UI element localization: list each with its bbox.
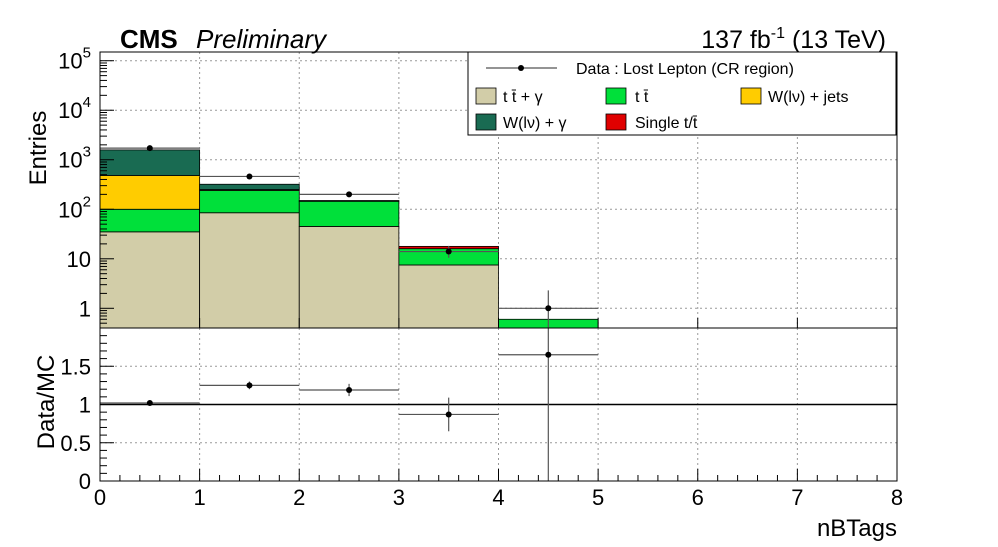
- ratio-tick-label: 1: [79, 393, 91, 418]
- ratio-point: [346, 386, 353, 393]
- legend-data-marker: [518, 65, 524, 71]
- data-point: [445, 248, 452, 255]
- legend-singletop-label: Single t/t̄: [635, 115, 698, 132]
- x-tick-label: 6: [692, 485, 704, 510]
- legend: Data : Lost Lepton (CR region) t t̄ + γ …: [467, 51, 897, 136]
- ratio-axis-title: Data/MC: [33, 355, 60, 450]
- entries-tick-exponent: 4: [83, 94, 91, 111]
- lumi-exponent: -1: [771, 25, 785, 42]
- legend-ttbar-swatch: [605, 87, 627, 105]
- stack-bar-ttgamma: [99, 231, 201, 329]
- legend-ttgamma-label: t t̄ + γ: [503, 89, 543, 106]
- ratio-point: [545, 351, 552, 358]
- legend-singletop-swatch: [605, 113, 627, 131]
- ratio-y-axis: 0 0.5 1 1.5: [60, 335, 114, 494]
- legend-ttbar-label: t t̄: [635, 89, 649, 106]
- luminosity-label: 137 fb-1 (13 TeV): [701, 25, 886, 54]
- status-label: Preliminary: [196, 24, 328, 54]
- entries-tick-base: 10: [58, 98, 82, 123]
- x-tick-label: 4: [492, 485, 504, 510]
- stack-bar-ttgamma: [298, 226, 400, 329]
- x-tick-label: 3: [393, 485, 405, 510]
- data-point: [246, 173, 253, 180]
- ratio-tick-label: 1.5: [60, 354, 91, 379]
- lumi-energy: (13 TeV): [792, 26, 886, 54]
- entries-tick-exponent: 2: [83, 193, 91, 210]
- stack-bar-wjets: [99, 175, 201, 210]
- entries-tick-base: 10: [58, 197, 82, 222]
- entries-tick-base: 10: [67, 247, 91, 272]
- stack-bar-ttbar: [298, 200, 400, 227]
- legend-wjets-label: W(lν) + jets: [768, 89, 848, 106]
- ratio-panel: 0 0.5 1 1.5 Data/MC: [33, 327, 898, 494]
- x-tick-label: 7: [791, 485, 803, 510]
- ratio-tick-label: 0: [79, 469, 91, 494]
- legend-wjets-swatch: [740, 87, 762, 105]
- x-axis-title: nBTags: [817, 515, 897, 542]
- entries-axis-title: Entries: [25, 111, 52, 186]
- x-tick-label: 1: [194, 485, 206, 510]
- stack-bar-wgamma: [99, 149, 201, 176]
- lumi-value: 137 fb: [701, 26, 771, 54]
- legend-wgamma-swatch: [475, 113, 497, 131]
- entries-tick-label: 104: [58, 94, 91, 123]
- x-tick-label: 5: [592, 485, 604, 510]
- data-point: [545, 305, 552, 312]
- legend-box: [467, 51, 897, 136]
- entries-tick-exponent: 3: [83, 144, 91, 161]
- legend-ttgamma-swatch: [475, 87, 497, 105]
- ratio-points: [100, 328, 599, 481]
- ratio-point: [146, 399, 153, 406]
- entries-tick-label: 105: [58, 45, 91, 74]
- nbtags-x-axis: 0 1 2 3 4 5 6 7 8: [94, 318, 903, 510]
- entries-tick-label: 102: [58, 193, 91, 222]
- stack-bar-ttgamma: [398, 264, 499, 329]
- legend-wgamma-label: W(lν) + γ: [503, 115, 567, 132]
- stack-bar-ttbar: [99, 208, 201, 233]
- ratio-point: [445, 411, 452, 418]
- entries-tick-label: 10: [67, 247, 91, 272]
- stack-bar-ttgamma: [199, 212, 300, 329]
- stack-bar-wgamma: [199, 183, 300, 190]
- data-points: [100, 145, 599, 328]
- ratio-tick-label: 0.5: [60, 431, 91, 456]
- entries-tick-base: 1: [79, 296, 91, 321]
- ratio-point: [246, 382, 253, 389]
- experiment-label: CMS: [120, 24, 178, 54]
- x-tick-label: 8: [891, 485, 903, 510]
- x-tick-label: 0: [94, 485, 106, 510]
- x-tick-label: 2: [293, 485, 305, 510]
- stack-bar-ttbar: [199, 190, 300, 214]
- stacked-histogram: [99, 149, 599, 329]
- legend-data-label: Data : Lost Lepton (CR region): [576, 61, 794, 78]
- lumi-energy-spacer: [785, 26, 792, 54]
- entries-tick-base: 10: [58, 49, 82, 74]
- entries-tick-exponent: 5: [83, 45, 91, 62]
- entries-tick-label: 103: [58, 144, 91, 173]
- entries-tick-label: 1: [79, 296, 91, 321]
- data-point: [346, 191, 353, 198]
- entries-tick-base: 10: [58, 148, 82, 173]
- data-point: [146, 145, 153, 152]
